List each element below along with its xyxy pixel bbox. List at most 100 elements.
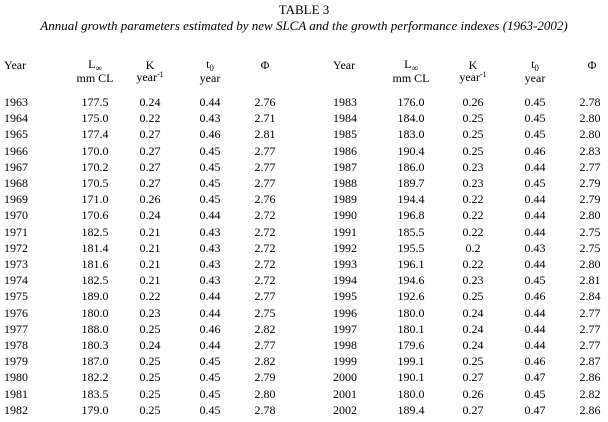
cell-year-left: 1980 [4,370,28,384]
cell-t0-left: 0.46 [199,127,221,141]
cell-t0-right: 0.45 [524,95,546,109]
cell-year-left: 1973 [4,257,28,271]
cell-linf-right: 189.4 [397,403,425,417]
cell-linf-left: 170.2 [81,160,109,174]
cell-linf-right: 183.0 [397,127,425,141]
cell-k-right: 0.22 [462,257,484,271]
cell-t0-left: 0.43 [199,225,221,239]
cell-year-left: 1969 [4,192,28,206]
cell-t0-left: 0.44 [199,338,221,352]
cell-linf-left: 180.3 [81,338,109,352]
cell-t0-left: 0.43 [199,111,221,125]
cell-k-right: 0.27 [462,403,484,417]
cell-linf-left: 189.0 [81,289,109,303]
cell-linf-right: 185.5 [397,225,425,239]
cell-linf-left: 182.2 [81,370,109,384]
cell-phi-left: 2.82 [254,322,276,336]
cell-phi-right: 2.82 [579,387,601,401]
cell-phi-right: 2.79 [579,176,601,190]
cell-t0-left: 0.45 [199,387,221,401]
cell-k-left: 0.21 [139,225,161,239]
cell-phi-right: 2.83 [579,144,601,158]
cell-t0-right: 0.44 [524,192,546,206]
k-unit: year [136,70,157,84]
cell-k-left: 0.24 [139,338,161,352]
t0-symbol: t [206,57,210,71]
cell-t0-right: 0.45 [524,111,546,125]
cell-phi-left: 2.82 [254,354,276,368]
table-title: TABLE 3 [278,2,330,17]
t0-symbol: t [531,57,535,71]
cell-year-left: 1971 [4,225,28,239]
cell-k-right: 0.23 [462,273,484,287]
header-k-unit-left: year-1 [125,70,175,84]
header-t0-left: t0 [190,57,230,73]
cell-year-right: 1992 [333,241,357,255]
cell-k-left: 0.24 [139,95,161,109]
cell-phi-right: 2.80 [579,208,601,222]
cell-phi-left: 2.72 [254,273,276,287]
cell-t0-right: 0.46 [524,144,546,158]
cell-phi-right: 2.78 [579,95,601,109]
cell-t0-right: 0.44 [524,225,546,239]
cell-k-left: 0.27 [139,176,161,190]
cell-phi-left: 2.76 [254,192,276,206]
cell-year-left: 1967 [4,160,28,174]
cell-t0-right: 0.45 [524,176,546,190]
cell-phi-right: 2.86 [579,403,601,417]
cell-t0-left: 0.45 [199,192,221,206]
cell-year-right: 1983 [333,95,357,109]
cell-phi-right: 2.77 [579,338,601,352]
cell-k-right: 0.22 [462,192,484,206]
header-year-right: Year [333,58,356,72]
header-phi-left: Φ [260,58,270,72]
cell-linf-left: 188.0 [81,322,109,336]
cell-k-right: 0.23 [462,160,484,174]
cell-linf-right: 195.5 [397,241,425,255]
cell-t0-right: 0.46 [524,289,546,303]
cell-t0-left: 0.43 [199,257,221,271]
cell-linf-right: 190.1 [397,370,425,384]
header-t0-unit-left: year [199,71,221,85]
cell-k-left: 0.22 [139,111,161,125]
cell-phi-left: 2.77 [254,289,276,303]
cell-k-right: 0.26 [462,95,484,109]
cell-t0-left: 0.43 [199,241,221,255]
cell-year-left: 1965 [4,127,28,141]
table-caption: Annual growth parameters estimated by ne… [40,18,568,33]
cell-t0-right: 0.45 [524,273,546,287]
cell-k-left: 0.23 [139,306,161,320]
cell-phi-right: 2.80 [579,127,601,141]
cell-phi-right: 2.77 [579,306,601,320]
cell-year-left: 1968 [4,176,28,190]
cell-phi-left: 2.72 [254,257,276,271]
cell-k-right: 0.24 [462,338,484,352]
cell-phi-left: 2.81 [254,127,276,141]
t0-subscript: 0 [534,63,539,73]
cell-t0-left: 0.44 [199,289,221,303]
cell-k-right: 0.2 [465,241,481,255]
header-t0-unit-right: year [524,71,546,85]
cell-k-right: 0.24 [462,306,484,320]
cell-t0-right: 0.46 [524,354,546,368]
cell-year-left: 1982 [4,403,28,417]
cell-year-right: 1997 [333,322,357,336]
cell-k-left: 0.21 [139,257,161,271]
cell-t0-left: 0.44 [199,208,221,222]
cell-year-right: 1996 [333,306,357,320]
cell-year-right: 2001 [333,387,357,401]
cell-k-right: 0.25 [462,354,484,368]
cell-phi-right: 2.80 [579,257,601,271]
cell-year-right: 1984 [333,111,357,125]
cell-year-left: 1964 [4,111,28,125]
header-year-left: Year [4,58,27,72]
cell-phi-left: 2.71 [254,111,276,125]
cell-year-right: 1995 [333,289,357,303]
cell-t0-left: 0.43 [199,273,221,287]
cell-linf-left: 177.4 [81,127,109,141]
cell-t0-right: 0.44 [524,306,546,320]
header-k-right: K [468,58,478,72]
cell-phi-right: 2.80 [579,111,601,125]
cell-t0-left: 0.44 [199,95,221,109]
cell-linf-right: 186.0 [397,160,425,174]
